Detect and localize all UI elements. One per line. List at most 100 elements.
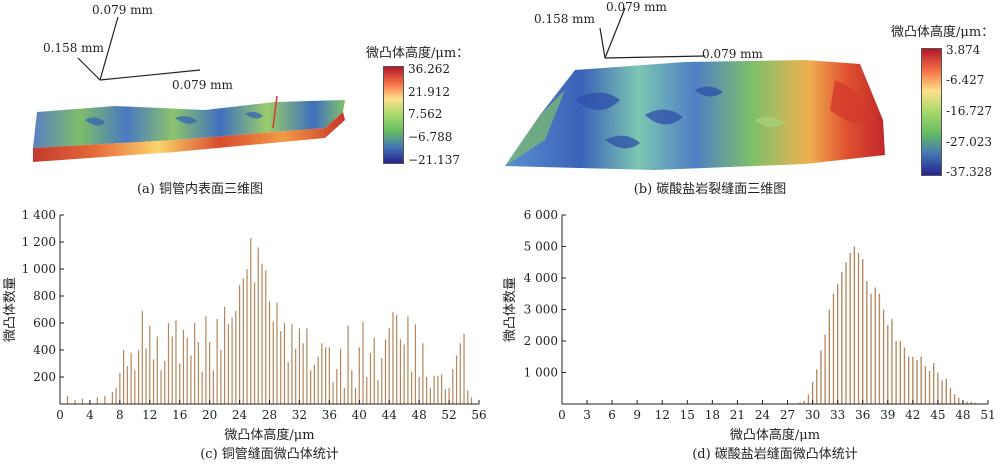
bar-c-22: [171, 336, 173, 404]
bar-c-73: [362, 321, 364, 404]
bar-d-41: [970, 402, 972, 404]
bar-c-81: [392, 312, 394, 404]
y-tick-label-c-4: 1 000: [22, 262, 56, 276]
bar-c-68: [343, 387, 345, 404]
bar-d-23: [895, 341, 897, 404]
bar-c-58: [306, 328, 308, 404]
bar-c-23: [175, 320, 177, 404]
scale-label-x-a: 0.079 mm: [172, 78, 233, 92]
bar-d-16: [866, 281, 868, 404]
bar-c-99: [459, 343, 461, 404]
x-tick-label-c-8: 32: [292, 408, 307, 422]
bar-c-80: [388, 328, 390, 404]
surface-3d-copper: [33, 95, 345, 162]
bar-c-69: [347, 325, 349, 404]
bar-d-2: [807, 394, 810, 404]
axes-d: [561, 215, 988, 405]
bar-c-97: [452, 368, 454, 404]
bar-d-36: [949, 388, 952, 404]
bar-c-7: [115, 387, 117, 404]
x-tick-label-c-10: 40: [352, 408, 367, 422]
bar-c-24: [179, 363, 181, 404]
bar-c-86: [411, 371, 413, 404]
bar-c-48: [268, 301, 271, 404]
bar-c-26: [186, 337, 188, 404]
bar-c-1: [74, 399, 76, 404]
bar-c-11: [130, 352, 132, 404]
bar-c-51: [280, 331, 282, 404]
bar-d-5: [820, 350, 822, 404]
bar-c-91: [429, 387, 431, 404]
bar-c-71: [354, 387, 357, 404]
bar-c-27: [190, 355, 192, 404]
colorbar-tick-b-4: -37.328: [946, 165, 993, 179]
x-tick-label-c-14: 56: [471, 408, 486, 422]
x-tick-label-c-0: 0: [56, 408, 64, 422]
bar-c-95: [444, 389, 446, 404]
bar-d-6: [824, 334, 826, 404]
x-tick-label-d-4: 12: [655, 408, 670, 422]
x-tick-label-d-16: 48: [955, 408, 970, 422]
bar-c-18: [156, 336, 158, 404]
x-tick-label-c-12: 48: [412, 408, 427, 422]
bar-d-30: [924, 366, 927, 404]
bar-d-32: [933, 363, 935, 404]
bar-d-29: [920, 356, 922, 404]
bar-c-4: [96, 397, 99, 404]
colorbar-tick-a-1: 21.912: [408, 85, 450, 99]
bar-c-28: [194, 323, 196, 404]
bar-d-26: [907, 356, 910, 404]
y-tick-label-d-5: 6 000: [524, 208, 558, 222]
bar-d-20: [882, 309, 885, 404]
x-tick-label-c-9: 36: [322, 408, 337, 422]
bar-c-19: [160, 370, 162, 404]
bar-c-47: [265, 270, 267, 404]
bar-c-46: [261, 263, 263, 404]
bar-c-82: [396, 314, 398, 404]
bar-c-74: [366, 377, 368, 404]
x-axis-label-c: 微凸体高度/μm: [224, 427, 314, 443]
bar-c-93: [437, 375, 439, 404]
bar-c-89: [422, 343, 424, 404]
bar-d-40: [966, 401, 968, 404]
caption-b: (b) 碳酸盐岩裂缝面三维图: [633, 182, 787, 197]
colorbar-tick-a-2: 7.562: [408, 107, 443, 121]
colorbar-title-b: 微凸体高度/μm：: [891, 25, 995, 40]
bar-d-12: [849, 252, 851, 404]
bar-c-53: [287, 362, 289, 404]
colorbar-tick-a-4: −21.137: [408, 153, 461, 167]
bar-d-22: [891, 318, 893, 404]
bar-c-5: [104, 395, 106, 404]
x-tick-label-d-11: 33: [830, 408, 845, 422]
bar-c-88: [418, 377, 420, 404]
bar-c-60: [313, 364, 315, 404]
bar-d-24: [899, 341, 901, 404]
scale-axes-a: [77, 16, 201, 81]
bar-c-20: [164, 360, 166, 404]
y-tick-label-c-0: 200: [33, 370, 56, 384]
x-tick-label-d-1: 3: [583, 408, 591, 422]
x-tick-label-d-2: 6: [608, 408, 616, 422]
scale-label-y-a: 0.158 mm: [43, 41, 104, 55]
colorbar-tick-b-0: 3.874: [946, 43, 981, 57]
bar-d-28: [916, 359, 918, 404]
x-tick-label-c-7: 28: [262, 408, 277, 422]
x-tick-label-c-6: 24: [232, 408, 248, 422]
x-tick-label-d-14: 42: [905, 408, 920, 422]
x-tick-label-c-11: 44: [382, 408, 398, 422]
bar-c-64: [328, 347, 330, 404]
bar-c-63: [325, 347, 327, 404]
bar-c-76: [373, 337, 375, 404]
bar-c-94: [440, 374, 443, 404]
caption-d: (d) 碳酸盐岩缝面微凸体统计: [692, 447, 858, 462]
colorbar-tick-a-0: 36.262: [408, 62, 450, 76]
colorbar-title-a: 微凸体高度/μm：: [366, 46, 470, 61]
bar-d-35: [945, 378, 947, 404]
bar-c-57: [302, 343, 304, 404]
bar-c-8: [119, 372, 121, 404]
scale-label-x-b: 0.079 mm: [702, 47, 763, 61]
bar-d-13: [853, 246, 856, 404]
bar-c-55: [295, 348, 297, 404]
bar-d-3: [811, 381, 814, 404]
